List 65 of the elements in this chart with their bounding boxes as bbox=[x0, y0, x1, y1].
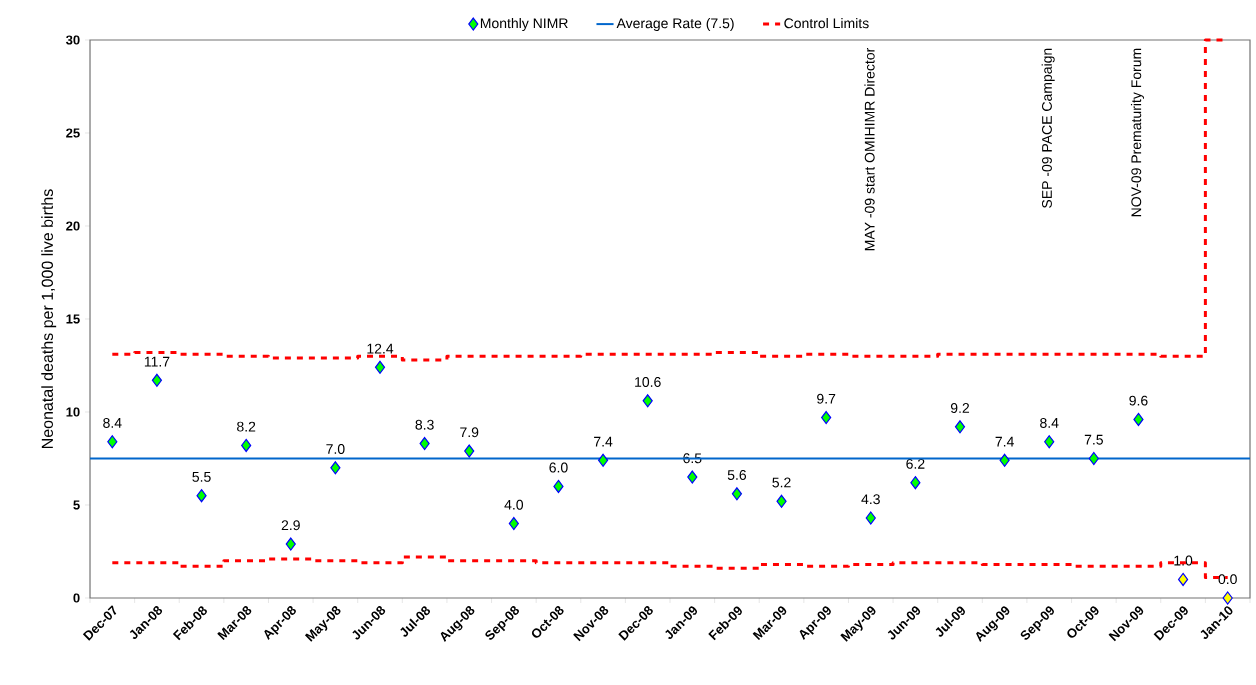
y-tick-label: 5 bbox=[73, 500, 80, 510]
point bbox=[597, 453, 609, 467]
data-label: 7.5 bbox=[1084, 434, 1103, 445]
point bbox=[151, 373, 163, 387]
y-tick-label: 30 bbox=[65, 35, 80, 45]
legend-label: Control Limits bbox=[784, 17, 869, 29]
data-label: 5.5 bbox=[192, 472, 211, 482]
data-label: 11.7 bbox=[144, 356, 170, 367]
y-tick-label: 0 bbox=[73, 593, 80, 603]
data-label: 8.2 bbox=[237, 421, 256, 432]
data-label: 4.0 bbox=[504, 499, 524, 510]
annotation: SEP -09 PACE Campaign bbox=[1041, 48, 1055, 208]
data-label: 12.4 bbox=[367, 343, 394, 354]
point bbox=[731, 487, 743, 501]
data-label: 5.6 bbox=[727, 470, 747, 480]
y-axis-title: Neonatal deaths per 1,000 live births bbox=[41, 189, 57, 448]
point bbox=[508, 516, 519, 531]
point bbox=[419, 437, 430, 451]
point bbox=[999, 453, 1010, 467]
point bbox=[196, 489, 207, 503]
point bbox=[821, 410, 832, 425]
data-label: 7.4 bbox=[594, 436, 613, 447]
point bbox=[1133, 412, 1144, 427]
point bbox=[464, 444, 475, 458]
annotation: MAY -09 start OMIHIMR Director bbox=[864, 48, 875, 251]
y-tick-label: 15 bbox=[66, 314, 80, 324]
point bbox=[687, 470, 698, 484]
data-label: 7.9 bbox=[460, 427, 479, 438]
data-label: 2.9 bbox=[281, 520, 300, 531]
point bbox=[954, 420, 966, 434]
data-label: 6.2 bbox=[906, 458, 925, 469]
point bbox=[107, 435, 118, 449]
legend-label: Monthly NIMR bbox=[480, 17, 568, 32]
data-label: 9.2 bbox=[950, 403, 970, 414]
data-label: 5.2 bbox=[772, 477, 791, 488]
data-label: 8.3 bbox=[415, 419, 434, 430]
data-label: 9.7 bbox=[817, 393, 836, 404]
point bbox=[1222, 591, 1233, 605]
legend-label: Average Rate (7.5) bbox=[616, 17, 734, 32]
y-tick-label: 10 bbox=[66, 407, 80, 417]
point bbox=[1044, 435, 1055, 449]
annotation: NOV-09 Prematurity Forum bbox=[1130, 48, 1144, 217]
y-tick-label: 20 bbox=[66, 221, 80, 231]
point bbox=[865, 511, 876, 525]
point bbox=[642, 394, 653, 408]
data-label: 8.4 bbox=[103, 417, 122, 428]
point bbox=[330, 461, 341, 475]
data-label: 6.0 bbox=[549, 462, 568, 473]
data-label: 0.0 bbox=[1218, 574, 1237, 585]
point bbox=[285, 537, 296, 551]
point bbox=[910, 476, 921, 490]
point bbox=[374, 360, 386, 374]
point bbox=[1088, 451, 1099, 466]
data-label: 9.6 bbox=[1129, 395, 1148, 406]
data-label: 8.4 bbox=[1040, 417, 1059, 428]
point bbox=[1177, 572, 1189, 586]
point bbox=[241, 438, 252, 453]
point bbox=[553, 479, 564, 493]
data-label: 4.3 bbox=[861, 494, 880, 505]
data-label: 7.4 bbox=[995, 436, 1014, 447]
y-tick-label: 25 bbox=[66, 128, 80, 138]
data-label: 7.0 bbox=[326, 444, 345, 454]
data-label: 1.0 bbox=[1174, 555, 1193, 566]
point bbox=[776, 494, 787, 508]
data-label: 10.6 bbox=[635, 377, 661, 387]
